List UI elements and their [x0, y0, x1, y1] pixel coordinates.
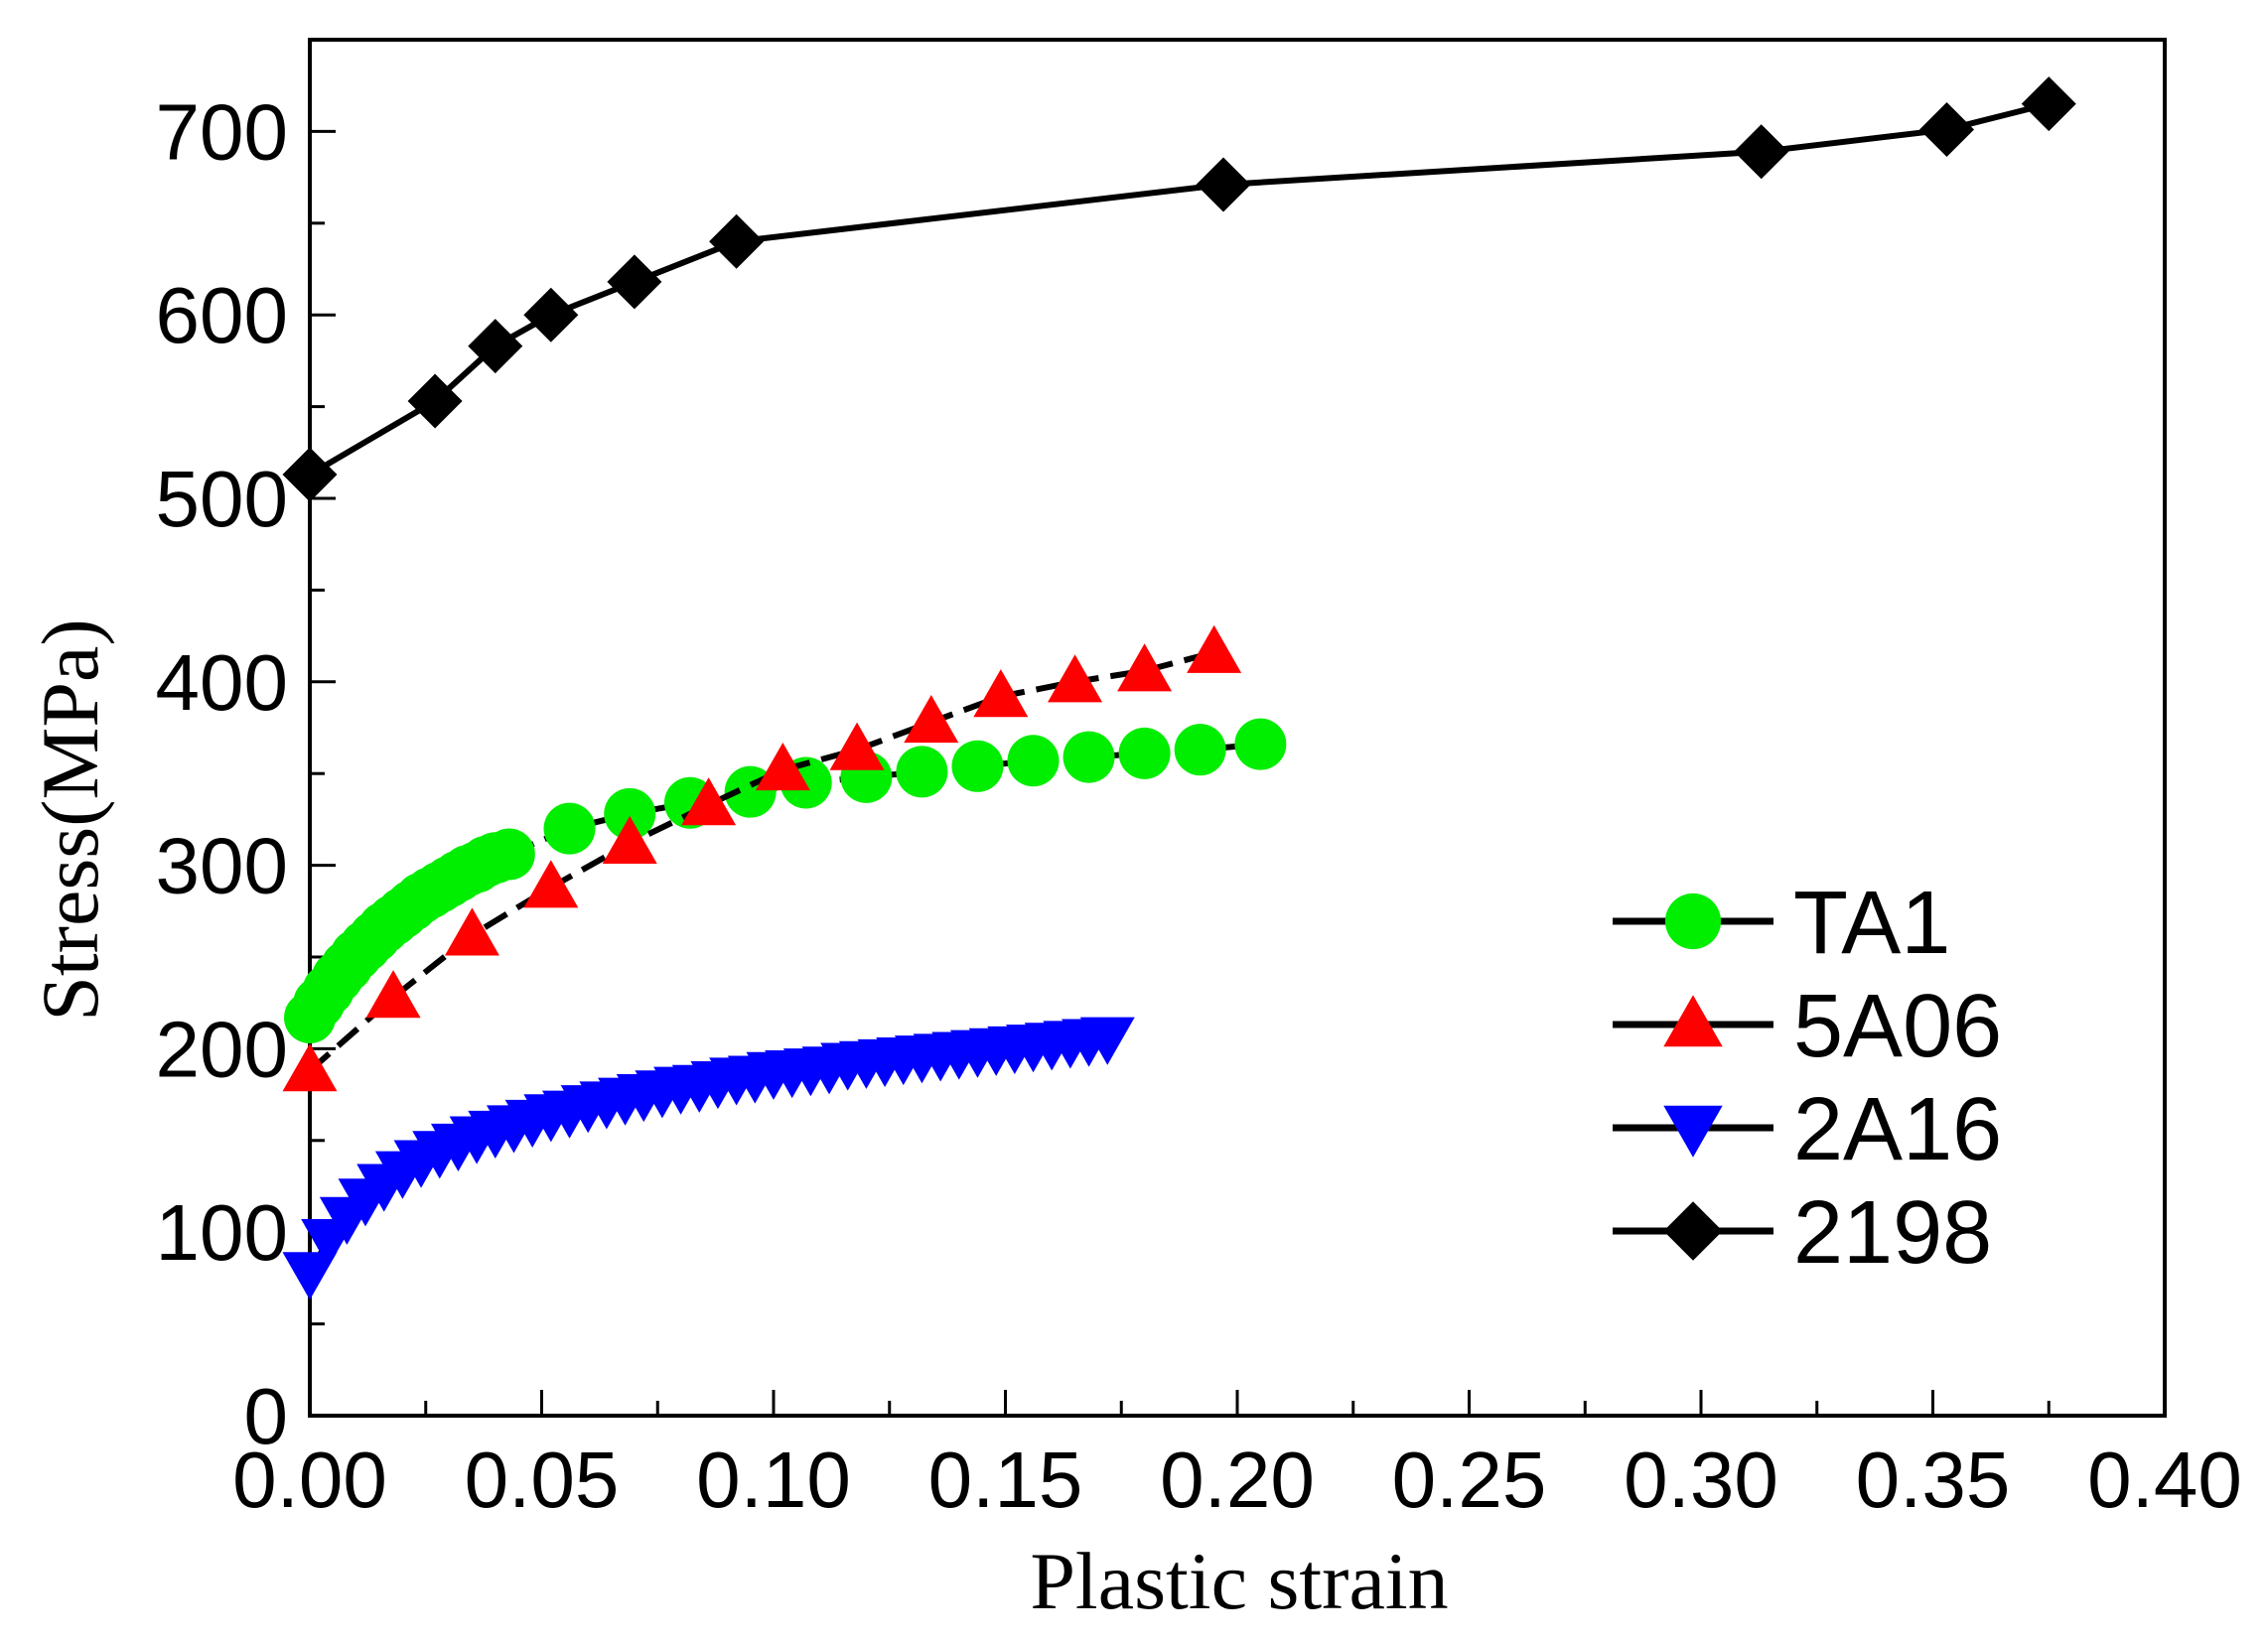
- data-point: [282, 447, 338, 502]
- x-tick-labels: 0.00 0.05 0.10 0.15 0.20 0.25 0.30 0.35 0.40: [232, 1436, 2242, 1524]
- data-point: [973, 669, 1029, 718]
- data-point: [951, 740, 1004, 792]
- legend-label: TA1: [1793, 874, 1950, 973]
- data-point: [1063, 731, 1115, 783]
- data-point: [282, 1252, 338, 1301]
- legend-item-2198: 2198: [1613, 1183, 1992, 1283]
- x-tick-label: 0.00: [232, 1436, 387, 1524]
- x-tick-label: 0.25: [1392, 1436, 1547, 1524]
- series-2198: [282, 76, 2076, 502]
- y-tick-label: 100: [156, 1188, 288, 1277]
- data-point: [607, 254, 662, 310]
- x-tick-label: 0.10: [696, 1436, 851, 1524]
- data-point: [365, 970, 421, 1019]
- x-tick-label: 0.15: [928, 1436, 1083, 1524]
- legend-item-ta1: TA1: [1613, 874, 1950, 973]
- series-5a06: [282, 624, 1242, 1092]
- y-axis-title: Stress(MPa): [25, 618, 115, 1021]
- data-point: [1663, 995, 1723, 1047]
- legend-label: 2198: [1793, 1183, 1992, 1283]
- data-point: [1118, 727, 1171, 779]
- data-point: [896, 746, 948, 798]
- data-point: [2021, 76, 2076, 132]
- data-point: [602, 815, 657, 865]
- data-point: [1663, 1201, 1723, 1261]
- legend-item-5a06: 5A06: [1613, 977, 2002, 1076]
- data-point: [829, 722, 885, 770]
- data-point: [1663, 1105, 1723, 1158]
- data-point: [282, 1043, 338, 1092]
- data-point: [468, 319, 523, 374]
- data-point: [1734, 124, 1789, 180]
- axis-ticks: [308, 129, 2167, 1418]
- data-point: [1187, 624, 1242, 673]
- y-tick-label: 0: [244, 1372, 289, 1460]
- x-tick-label: 0.20: [1160, 1436, 1315, 1524]
- data-point: [1196, 157, 1251, 212]
- data-point: [755, 743, 810, 791]
- data-point: [1079, 1017, 1135, 1065]
- x-tick-label: 0.30: [1624, 1436, 1778, 1524]
- legend-label: 2A16: [1793, 1080, 2002, 1179]
- y-tick-labels: 0 100 200 300 400 500 600 700: [156, 87, 288, 1460]
- data-point: [1007, 735, 1060, 787]
- x-tick-label: 0.35: [1856, 1436, 2011, 1524]
- series-line: [308, 100, 2050, 478]
- y-tick-label: 300: [156, 822, 288, 910]
- legend-label: 5A06: [1793, 977, 2002, 1076]
- y-tick-label: 500: [156, 455, 288, 543]
- series-2a16: [282, 1017, 1135, 1301]
- x-tick-label: 0.40: [2087, 1436, 2242, 1524]
- data-point: [543, 802, 596, 855]
- data-point: [1048, 654, 1103, 703]
- data-point: [681, 777, 737, 826]
- data-point: [483, 828, 535, 881]
- x-tick-label: 0.05: [465, 1436, 620, 1524]
- data-point: [1234, 718, 1287, 770]
- y-tick-label: 700: [156, 87, 288, 176]
- y-tick-label: 200: [156, 1005, 288, 1093]
- series-layer: [282, 76, 2076, 1301]
- data-point: [523, 287, 579, 342]
- data-point: [904, 694, 959, 744]
- data-point: [1174, 724, 1226, 776]
- data-point: [523, 860, 579, 908]
- y-tick-label: 600: [156, 271, 288, 359]
- series-ta1: [284, 718, 1287, 1043]
- legend-item-2a16: 2A16: [1613, 1080, 2002, 1179]
- data-point: [444, 907, 499, 956]
- y-tick-label: 400: [156, 638, 288, 727]
- data-point: [709, 213, 765, 269]
- data-point: [604, 787, 656, 840]
- data-point: [1664, 892, 1722, 950]
- x-axis-title: Plastic strain: [1030, 1536, 1448, 1626]
- data-point: [1117, 643, 1173, 692]
- data-point: [407, 373, 463, 429]
- data-point: [1919, 102, 1975, 158]
